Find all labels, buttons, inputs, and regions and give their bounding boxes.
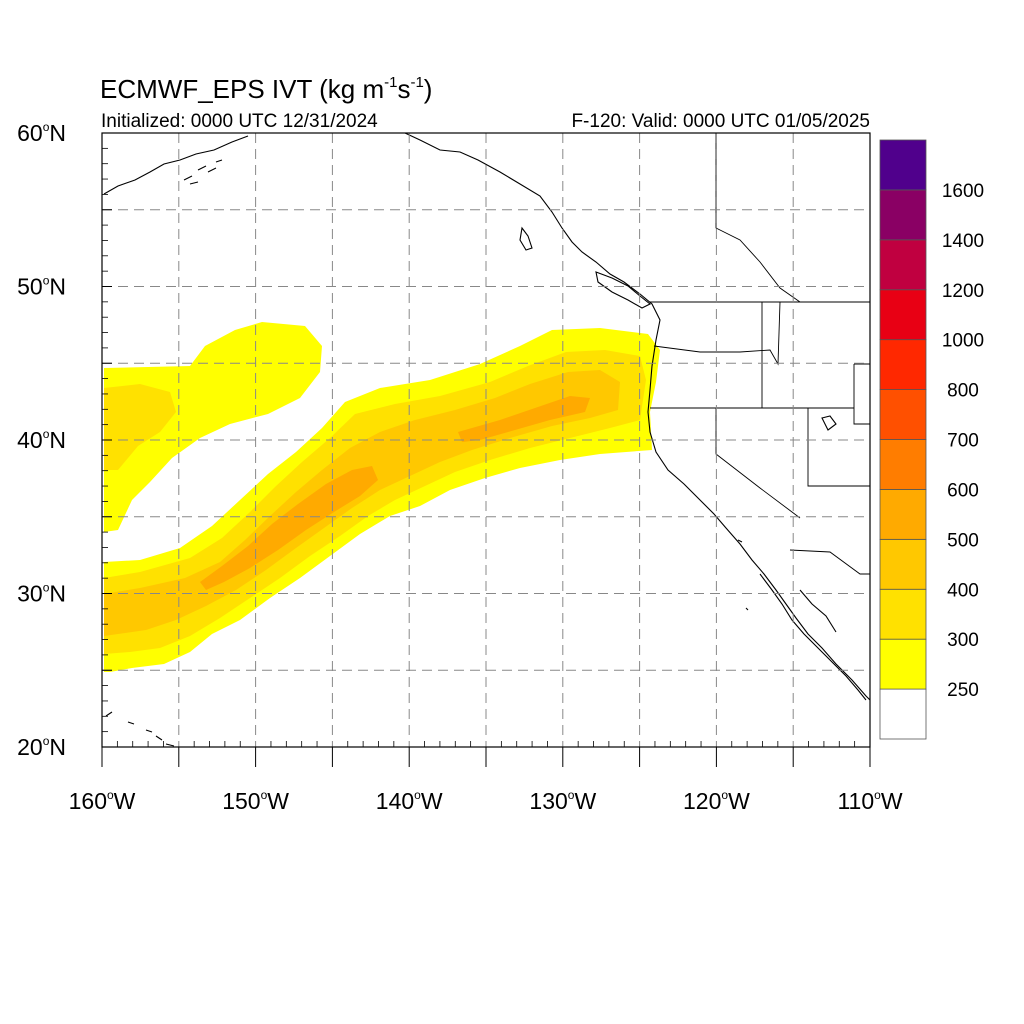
x-tick-number: 110 <box>837 788 874 814</box>
degree-symbol: o <box>874 788 881 802</box>
colorbar-swatch <box>879 139 927 191</box>
colorbar-swatch <box>879 638 927 690</box>
aleutian-islands <box>183 159 223 185</box>
initialized-time: Initialized: 0000 UTC 12/31/2024 <box>101 111 378 132</box>
y-tick-hemisphere: N <box>49 427 66 453</box>
colorbar-swatch <box>879 439 927 490</box>
vancouver-island <box>595 271 652 309</box>
channel-islands <box>737 539 749 611</box>
gulf-of-alaska-coast <box>404 133 870 701</box>
colorbar-label: 300 <box>947 630 979 651</box>
x-tick-hemisphere: W <box>421 788 443 814</box>
y-tick-number: 40 <box>17 427 43 453</box>
colorbar-swatch <box>879 688 927 740</box>
colorbar-swatch <box>879 538 927 590</box>
colorbar-swatch <box>879 339 927 390</box>
nevada-utah-border <box>807 408 870 487</box>
x-tick-number: 130 <box>529 788 567 814</box>
degree-symbol: o <box>43 734 50 748</box>
degree-symbol: o <box>261 788 268 802</box>
degree-symbol: o <box>43 427 50 441</box>
colorbar-swatch <box>879 239 927 291</box>
hawaii-islands <box>105 711 175 747</box>
y-tick-number: 20 <box>17 734 43 760</box>
x-tick-hemisphere: W <box>267 788 289 814</box>
y-tick-label: 30oN <box>17 581 66 607</box>
colorbar-swatch <box>879 588 927 640</box>
valid-time: F-120: Valid: 0000 UTC 01/05/2025 <box>571 111 870 132</box>
x-tick-label: 160oW <box>69 788 136 814</box>
y-tick-label: 20oN <box>17 734 66 760</box>
colorbar-label: 400 <box>947 580 979 601</box>
degree-symbol: o <box>414 788 421 802</box>
x-tick-hemisphere: W <box>114 788 136 814</box>
y-tick-hemisphere: N <box>49 274 66 300</box>
axis-ticks <box>101 132 871 767</box>
colorbar-label: 600 <box>947 480 979 501</box>
x-tick-hemisphere: W <box>881 788 903 814</box>
x-tick-label: 150oW <box>222 788 289 814</box>
washington-oregon-border <box>653 301 781 366</box>
x-axis-labels: 160oW 150oW 140oW 130oW 120oW 110oW <box>69 788 903 814</box>
colorbar-label: 800 <box>947 381 979 402</box>
us-mexico-border <box>789 549 870 575</box>
x-tick-label: 140oW <box>376 788 443 814</box>
utah-wyoming-border <box>853 363 870 425</box>
degree-symbol: o <box>43 581 50 595</box>
colorbar: 250 300 400 500 600 700 800 1000 1200 1400 1600 <box>879 139 984 740</box>
map-title: ECMWF_EPS IVT (kg m-1s-1) <box>100 74 432 104</box>
x-tick-number: 140 <box>376 788 414 814</box>
coastlines <box>103 133 870 747</box>
bc-alberta-border <box>715 133 801 303</box>
colorbar-label: 700 <box>947 431 979 452</box>
ivt-shading <box>104 322 660 672</box>
ivt-contour-250-north <box>104 322 322 532</box>
y-tick-number: 30 <box>17 581 43 607</box>
colorbar-label: 1400 <box>942 231 984 252</box>
colorbar-label: 1600 <box>942 181 984 202</box>
y-tick-number: 50 <box>17 274 43 300</box>
y-tick-label: 40oN <box>17 427 66 453</box>
x-tick-number: 160 <box>69 788 107 814</box>
degree-symbol: o <box>721 788 728 802</box>
x-tick-label: 120oW <box>683 788 750 814</box>
y-tick-label: 50oN <box>17 274 66 300</box>
x-tick-label: 110oW <box>837 788 902 814</box>
ivt-contour-300-north <box>104 384 176 470</box>
x-tick-number: 120 <box>683 788 721 814</box>
colorbar-swatch <box>879 389 927 440</box>
ivt-contour-500-east <box>458 396 590 442</box>
y-tick-label: 60oN <box>17 120 66 146</box>
degree-symbol: o <box>568 788 575 802</box>
y-tick-hemisphere: N <box>49 734 66 760</box>
colorbar-label: 1200 <box>942 281 984 302</box>
california-nevada-border <box>715 408 801 519</box>
colorbar-swatch <box>879 289 927 341</box>
alaska-peninsula-coast <box>103 135 249 195</box>
y-tick-number: 60 <box>17 120 43 146</box>
colorbar-label: 1000 <box>942 331 984 352</box>
colorbar-swatch <box>879 189 927 241</box>
baja-california <box>759 573 867 701</box>
degree-symbol: o <box>107 788 114 802</box>
colorbar-swatch <box>879 489 927 540</box>
degree-symbol: o <box>43 274 50 288</box>
colorbar-label: 500 <box>947 530 979 551</box>
x-tick-number: 150 <box>222 788 260 814</box>
x-tick-hemisphere: W <box>574 788 596 814</box>
degree-symbol: o <box>43 120 50 134</box>
lat-lon-grid <box>102 133 870 747</box>
haida-gwaii <box>519 226 533 251</box>
great-salt-lake <box>821 415 837 431</box>
colorbar-label: 250 <box>947 680 979 701</box>
ivt-contour-500-main <box>200 466 378 590</box>
y-tick-hemisphere: N <box>49 581 66 607</box>
y-tick-hemisphere: N <box>49 120 66 146</box>
x-tick-label: 130oW <box>529 788 596 814</box>
x-tick-hemisphere: W <box>728 788 750 814</box>
